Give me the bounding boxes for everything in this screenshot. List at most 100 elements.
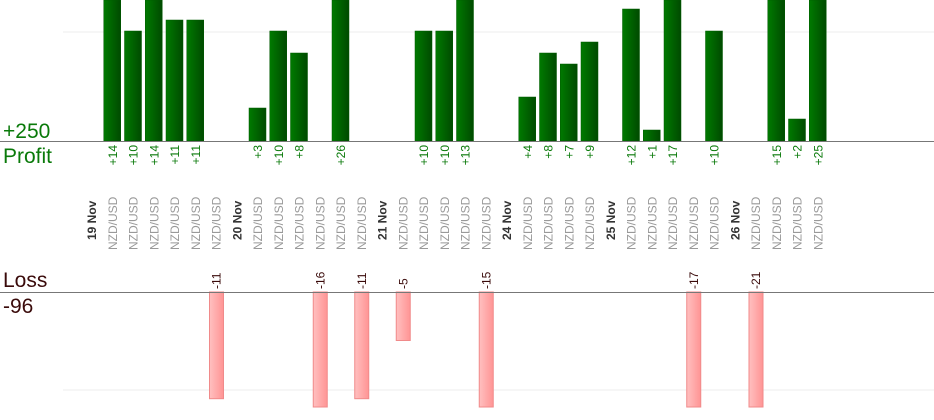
profit-value-label: +13	[459, 145, 473, 166]
profit-value-label: +26	[334, 145, 348, 166]
category-label: NZD/USD	[210, 196, 224, 250]
profit-value-label: +10	[708, 145, 722, 166]
profit-value-label: +25	[811, 145, 825, 166]
profit-value-label: +4	[521, 145, 535, 159]
profit-value-label: +10	[272, 145, 286, 166]
date-label: 20 Nov	[230, 200, 244, 240]
loss-bar	[312, 291, 328, 408]
profit-value-label: +1	[645, 145, 659, 159]
profit-value-label: +8	[293, 145, 307, 159]
loss-bar	[748, 291, 764, 408]
category-label: NZD/USD	[791, 196, 805, 250]
profit-bar	[165, 19, 184, 142]
category-label: NZD/USD	[666, 196, 680, 250]
profit-value-label: +11	[189, 145, 203, 165]
profit-bar	[560, 63, 578, 142]
category-label: NZD/USD	[479, 196, 493, 250]
category-label: NZD/USD	[334, 196, 348, 250]
profit-value-label: +10	[438, 145, 452, 166]
category-label: NZD/USD	[521, 196, 535, 250]
profit-value-label: +10	[127, 145, 141, 166]
category-label: NZD/USD	[417, 196, 431, 250]
category-label: NZD/USD	[127, 196, 141, 250]
category-label: NZD/USD	[313, 196, 327, 250]
category-label: NZD/USD	[749, 196, 763, 250]
date-label: 25 Nov	[604, 200, 618, 240]
profit-value-label: +7	[562, 145, 576, 159]
category-label: NZD/USD	[625, 196, 639, 250]
profit-value-label: +10	[417, 145, 431, 166]
category-label: NZD/USD	[542, 196, 556, 250]
loss-value-label: -11	[355, 272, 369, 289]
loss-value-label: -16	[313, 271, 327, 289]
date-label: 24 Nov	[500, 200, 514, 240]
profit-bar	[414, 30, 433, 142]
category-label: NZD/USD	[770, 196, 784, 250]
category-label: NZD/USD	[147, 196, 161, 250]
category-label: NZD/USD	[708, 196, 722, 250]
profit-bar	[705, 30, 723, 142]
profit-bar	[518, 96, 536, 142]
category-label: NZD/USD	[583, 196, 597, 250]
profit-value-label: +12	[625, 145, 639, 166]
loss-label: Loss	[3, 269, 48, 292]
profit-value-label: +9	[583, 145, 597, 159]
loss-bar	[686, 291, 702, 408]
category-label: NZD/USD	[396, 196, 410, 250]
profit-bar	[788, 118, 806, 142]
category-label: NZD/USD	[293, 196, 307, 250]
profit-value-label: +14	[106, 145, 120, 166]
profit-bar	[622, 8, 640, 142]
loss-bar	[478, 291, 494, 408]
profit-bar	[103, 0, 121, 142]
profit-value-label: +15	[770, 145, 784, 166]
loss-value-label: -15	[479, 271, 493, 289]
profit-value-label: +2	[791, 145, 805, 159]
category-label: NZD/USD	[189, 196, 203, 250]
profit-bar	[290, 52, 308, 142]
category-label: NZD/USD	[811, 196, 825, 250]
category-label: NZD/USD	[251, 196, 265, 250]
profit-label: Profit	[3, 145, 53, 168]
category-label: NZD/USD	[459, 196, 473, 250]
loss-total: -96	[3, 295, 34, 318]
profit-bar	[809, 0, 827, 142]
category-label: NZD/USD	[687, 196, 701, 250]
profit-bar	[145, 0, 163, 142]
category-label: NZD/USD	[645, 196, 659, 250]
loss-bar	[395, 291, 411, 341]
loss-bar	[354, 291, 370, 400]
date-label: 19 Nov	[85, 200, 99, 240]
loss-value-label: -17	[687, 271, 701, 289]
loss-value-label: -5	[396, 278, 410, 289]
profit-value-label: +8	[542, 145, 556, 159]
loss-value-label: -21	[749, 271, 763, 289]
category-label: NZD/USD	[355, 196, 369, 250]
profit-bar	[331, 0, 350, 142]
profit-bar	[767, 0, 785, 142]
date-label: 26 Nov	[728, 200, 742, 240]
profit-bar	[248, 107, 267, 142]
profit-bar	[643, 129, 661, 142]
profit-bar	[186, 19, 204, 142]
profit-bar	[663, 0, 682, 142]
profit-bar	[124, 30, 142, 142]
category-label: NZD/USD	[106, 196, 120, 250]
category-label: NZD/USD	[562, 196, 576, 250]
profit-value-label: +3	[251, 145, 265, 159]
profit-bar	[435, 30, 453, 142]
profit-value-label: +14	[147, 145, 161, 166]
category-label: NZD/USD	[272, 196, 286, 250]
profit-total: +250	[3, 120, 51, 143]
loss-bar	[209, 291, 224, 400]
category-label: NZD/USD	[438, 196, 452, 250]
loss-value-label: -11	[210, 272, 224, 289]
profit-bar	[269, 30, 287, 142]
category-label: NZD/USD	[168, 196, 182, 250]
profit-value-label: +11	[168, 145, 182, 165]
profit-bar	[539, 52, 557, 142]
date-label: 21 Nov	[376, 200, 390, 240]
profit-bar	[456, 0, 474, 142]
profit-bar	[580, 41, 599, 142]
